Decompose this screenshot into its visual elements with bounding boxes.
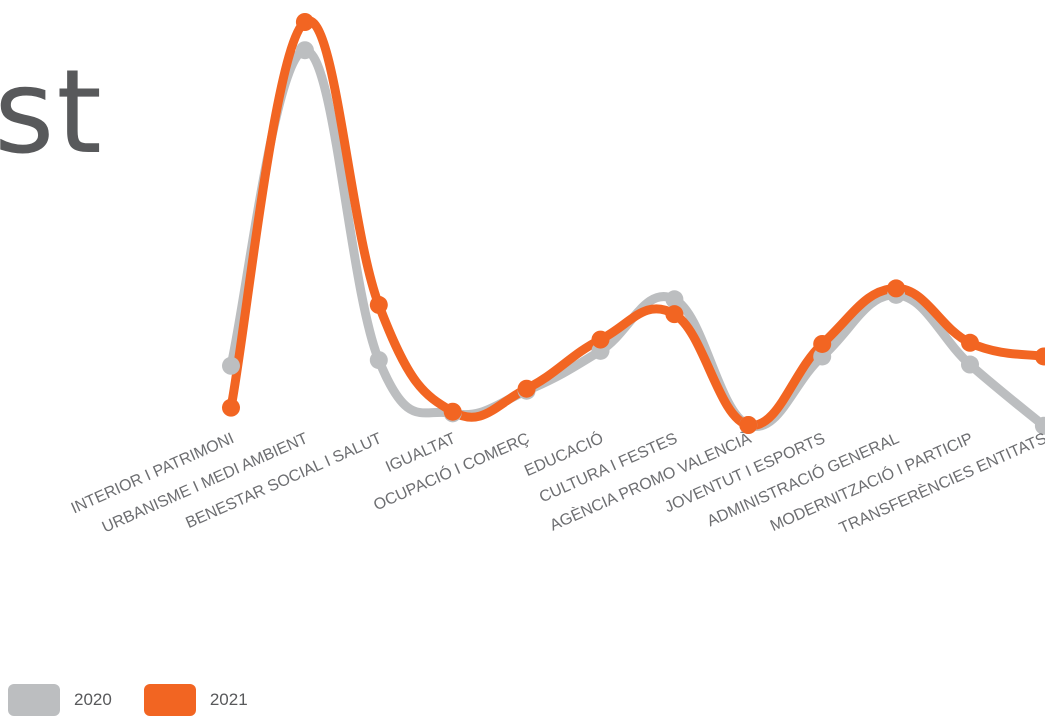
series-line-2020 [226, 45, 1045, 432]
data-point-2021-5[interactable] [591, 330, 610, 349]
data-point-2021-4[interactable] [517, 379, 536, 398]
legend-label-2020: 2020 [74, 690, 112, 709]
series-layer [222, 13, 1045, 435]
data-point-2021-6[interactable] [665, 305, 684, 324]
data-point-2020-1[interactable] [295, 41, 314, 60]
legend-item-2021[interactable]: 2021 [143, 684, 248, 716]
data-point-2021-10[interactable] [961, 333, 979, 352]
legend: 2020 2021 [8, 684, 280, 716]
legend-label-2021: 2021 [209, 690, 248, 709]
data-point-2020-2[interactable] [369, 351, 388, 370]
data-point-2021-8[interactable] [813, 334, 832, 353]
data-point-2020-10[interactable] [961, 355, 979, 374]
legend-swatch-2021 [143, 684, 196, 716]
data-point-2020-0[interactable] [222, 356, 240, 375]
data-point-2021-2[interactable] [369, 295, 388, 314]
data-point-2020-6[interactable] [665, 290, 684, 309]
data-point-2021-3[interactable] [443, 402, 462, 421]
data-point-2020-11[interactable] [1034, 416, 1045, 435]
series-line-2021 [226, 16, 1045, 430]
data-point-2021-0[interactable] [222, 398, 240, 417]
data-point-2020-8[interactable] [813, 347, 832, 366]
page-title-fragment: st [0, 45, 104, 180]
data-point-2021-9[interactable] [887, 279, 906, 298]
data-point-2021-7[interactable] [739, 416, 758, 434]
legend-item-2020[interactable]: 2020 [8, 684, 112, 716]
data-point-2021-11[interactable] [1034, 347, 1045, 366]
data-point-2021-1[interactable] [295, 13, 314, 31]
legend-swatch-2020 [8, 684, 60, 716]
